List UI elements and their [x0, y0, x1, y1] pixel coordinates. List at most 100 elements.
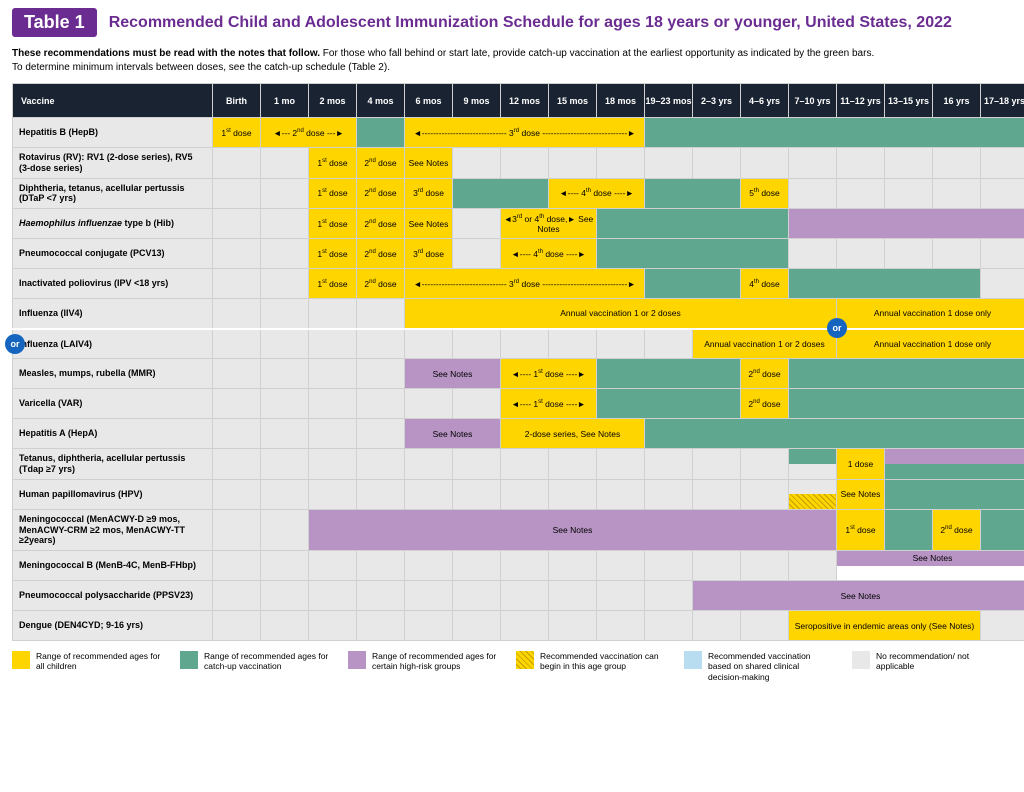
schedule-cell	[981, 239, 1024, 269]
vaccine-name: Hepatitis B (HepB)	[13, 118, 213, 148]
or-badge: or	[5, 334, 25, 354]
schedule-cell	[789, 148, 837, 179]
schedule-cell	[645, 178, 741, 209]
schedule-cell: Seropositive in endemic areas only (See …	[789, 611, 981, 641]
schedule-cell	[261, 551, 309, 581]
schedule-cell	[789, 269, 981, 299]
age-header: 11–12 yrs	[837, 84, 885, 118]
schedule-cell	[789, 479, 837, 509]
schedule-cell	[789, 209, 1024, 239]
schedule-cell	[549, 611, 597, 641]
schedule-cell: ◄---- 1st dose ----►	[501, 389, 597, 419]
schedule-cell	[741, 479, 789, 509]
schedule-cell	[261, 581, 309, 611]
schedule-cell	[837, 239, 885, 269]
vaccine-name: Meningococcal (MenACWY-D ≥9 mos, MenACWY…	[13, 509, 213, 550]
schedule-cell	[213, 178, 261, 209]
schedule-cell	[549, 329, 597, 359]
schedule-cell	[213, 449, 261, 480]
schedule-cell	[693, 148, 741, 179]
schedule-cell	[645, 611, 693, 641]
subtitle: These recommendations must be read with …	[12, 47, 1012, 75]
legend-swatch	[852, 651, 870, 669]
legend-label: Range of recommended ages for catch-up v…	[204, 651, 330, 671]
schedule-cell	[309, 479, 357, 509]
schedule-cell	[357, 359, 405, 389]
schedule-cell	[837, 178, 885, 209]
vaccine-name: Pneumococcal polysaccharide (PPSV23)	[13, 581, 213, 611]
age-header: 1 mo	[261, 84, 309, 118]
schedule-cell	[309, 551, 357, 581]
schedule-cell	[213, 148, 261, 179]
schedule-cell	[741, 551, 789, 581]
schedule-cell: 5th dose	[741, 178, 789, 209]
schedule-cell	[885, 178, 933, 209]
age-header: 4 mos	[357, 84, 405, 118]
schedule-cell	[597, 449, 645, 480]
schedule-cell	[213, 389, 261, 419]
schedule-cell	[453, 581, 501, 611]
schedule-cell: 2nd dose	[357, 148, 405, 179]
legend-item: Range of recommended ages for all childr…	[12, 651, 162, 671]
schedule-cell	[933, 178, 981, 209]
schedule-cell	[645, 419, 1024, 449]
schedule-cell	[309, 419, 357, 449]
schedule-cell	[261, 269, 309, 299]
schedule-cell	[645, 449, 693, 480]
schedule-cell	[213, 551, 261, 581]
vaccine-name: Meningococcal B (MenB-4C, MenB-FHbp)	[13, 551, 213, 581]
legend-swatch	[12, 651, 30, 669]
schedule-cell	[885, 239, 933, 269]
schedule-cell	[357, 581, 405, 611]
schedule-cell	[597, 389, 741, 419]
schedule-cell	[501, 329, 549, 359]
schedule-cell	[261, 419, 309, 449]
schedule-cell	[405, 551, 453, 581]
schedule-cell	[645, 551, 693, 581]
schedule-cell	[213, 419, 261, 449]
schedule-cell: 2nd dose	[933, 509, 981, 550]
schedule-cell	[357, 118, 405, 148]
schedule-cell	[261, 359, 309, 389]
schedule-cell: 3rd dose	[405, 178, 453, 209]
schedule-cell	[261, 148, 309, 179]
schedule-cell	[405, 329, 453, 359]
immunization-schedule-table: VaccineBirth1 mo2 mos4 mos6 mos9 mos12 m…	[12, 83, 1024, 641]
vaccine-name: Haemophilus influenzae type b (Hib)	[13, 209, 213, 239]
schedule-cell: 1st dose	[309, 269, 357, 299]
schedule-cell	[309, 389, 357, 419]
schedule-cell	[405, 581, 453, 611]
schedule-cell	[597, 148, 645, 179]
schedule-cell	[885, 509, 933, 550]
schedule-cell: See Notes	[405, 419, 501, 449]
schedule-cell	[453, 449, 501, 480]
schedule-cell	[645, 581, 693, 611]
schedule-cell	[213, 269, 261, 299]
schedule-cell: See Notes	[693, 581, 1024, 611]
legend-label: Range of recommended ages for certain hi…	[372, 651, 498, 671]
table-badge: Table 1	[12, 8, 97, 37]
schedule-cell	[693, 551, 741, 581]
schedule-cell	[357, 611, 405, 641]
schedule-cell	[309, 581, 357, 611]
age-header: 15 mos	[549, 84, 597, 118]
schedule-cell	[501, 551, 549, 581]
schedule-cell	[357, 449, 405, 480]
age-header: 2–3 yrs	[693, 84, 741, 118]
age-header: 19–23 mos	[645, 84, 693, 118]
age-header: 9 mos	[453, 84, 501, 118]
schedule-cell: 1st dose	[309, 209, 357, 239]
legend-label: Recommended vaccination based on shared …	[708, 651, 834, 682]
schedule-cell: ◄------------------------------ 3rd dose…	[405, 269, 645, 299]
schedule-cell	[213, 359, 261, 389]
schedule-cell	[549, 479, 597, 509]
schedule-cell	[261, 239, 309, 269]
schedule-cell	[597, 359, 741, 389]
schedule-cell: 1st dose	[309, 239, 357, 269]
schedule-cell	[213, 209, 261, 239]
schedule-cell	[501, 611, 549, 641]
schedule-cell	[309, 611, 357, 641]
schedule-cell	[933, 148, 981, 179]
legend-item: Range of recommended ages for certain hi…	[348, 651, 498, 671]
schedule-cell	[213, 329, 261, 359]
